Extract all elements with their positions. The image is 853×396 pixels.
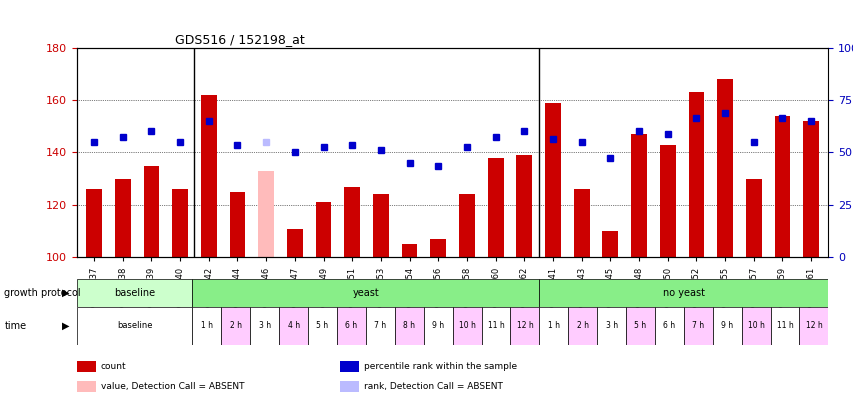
- Text: ▶: ▶: [61, 288, 69, 298]
- Bar: [86, 189, 102, 257]
- Text: 2 h: 2 h: [229, 321, 241, 330]
- Bar: [539, 307, 567, 345]
- Bar: [712, 307, 740, 345]
- Text: 7 h: 7 h: [692, 321, 704, 330]
- Text: growth protocol: growth protocol: [4, 288, 81, 298]
- Bar: [717, 79, 732, 257]
- Bar: [316, 202, 331, 257]
- Bar: [769, 307, 798, 345]
- Text: count: count: [101, 362, 126, 371]
- Text: 9 h: 9 h: [432, 321, 444, 330]
- Bar: [452, 307, 481, 345]
- Text: 2 h: 2 h: [576, 321, 588, 330]
- Bar: [77, 361, 96, 372]
- Text: 1 h: 1 h: [547, 321, 559, 330]
- Bar: [115, 179, 131, 257]
- Bar: [430, 239, 445, 257]
- Bar: [803, 121, 818, 257]
- Bar: [401, 244, 417, 257]
- Bar: [423, 307, 452, 345]
- Bar: [740, 307, 769, 345]
- Bar: [229, 192, 245, 257]
- Bar: [250, 307, 279, 345]
- Bar: [279, 307, 308, 345]
- Text: 8 h: 8 h: [403, 321, 415, 330]
- Text: GDS516 / 152198_at: GDS516 / 152198_at: [174, 33, 304, 46]
- Text: value, Detection Call = ABSENT: value, Detection Call = ABSENT: [101, 382, 244, 391]
- Bar: [77, 307, 192, 345]
- Bar: [459, 194, 474, 257]
- Text: 9 h: 9 h: [720, 321, 733, 330]
- Bar: [601, 231, 618, 257]
- Bar: [487, 158, 503, 257]
- Text: 7 h: 7 h: [374, 321, 386, 330]
- Text: ▶: ▶: [61, 320, 69, 331]
- Bar: [287, 228, 303, 257]
- Text: 4 h: 4 h: [287, 321, 299, 330]
- Bar: [192, 307, 221, 345]
- Bar: [373, 194, 388, 257]
- Bar: [339, 361, 358, 372]
- Text: 12 h: 12 h: [804, 321, 821, 330]
- Text: 5 h: 5 h: [634, 321, 646, 330]
- Bar: [544, 103, 560, 257]
- Text: 6 h: 6 h: [345, 321, 357, 330]
- Bar: [630, 134, 647, 257]
- Bar: [77, 279, 192, 307]
- Text: 6 h: 6 h: [663, 321, 675, 330]
- Bar: [573, 189, 589, 257]
- Text: 1 h: 1 h: [200, 321, 212, 330]
- Text: baseline: baseline: [114, 288, 155, 298]
- Text: percentile rank within the sample: percentile rank within the sample: [363, 362, 516, 371]
- Bar: [143, 166, 160, 257]
- Bar: [339, 381, 358, 392]
- Bar: [659, 145, 675, 257]
- Bar: [539, 279, 827, 307]
- Bar: [365, 307, 394, 345]
- Text: no yeast: no yeast: [662, 288, 704, 298]
- Text: 10 h: 10 h: [458, 321, 475, 330]
- Text: 5 h: 5 h: [316, 321, 328, 330]
- Text: baseline: baseline: [117, 321, 152, 330]
- Bar: [774, 116, 789, 257]
- Bar: [172, 189, 188, 257]
- Text: rank, Detection Call = ABSENT: rank, Detection Call = ABSENT: [363, 382, 502, 391]
- Text: 11 h: 11 h: [775, 321, 792, 330]
- Text: 3 h: 3 h: [258, 321, 270, 330]
- Bar: [481, 307, 510, 345]
- Bar: [200, 95, 217, 257]
- Bar: [683, 307, 712, 345]
- Bar: [688, 92, 704, 257]
- Bar: [510, 307, 539, 345]
- Bar: [221, 307, 250, 345]
- Bar: [625, 307, 654, 345]
- Text: yeast: yeast: [352, 288, 379, 298]
- Text: 12 h: 12 h: [516, 321, 532, 330]
- Text: 11 h: 11 h: [487, 321, 504, 330]
- Bar: [337, 307, 365, 345]
- Bar: [258, 171, 274, 257]
- Text: 3 h: 3 h: [605, 321, 617, 330]
- Bar: [394, 307, 423, 345]
- Bar: [192, 279, 539, 307]
- Bar: [596, 307, 625, 345]
- Bar: [654, 307, 683, 345]
- Bar: [567, 307, 596, 345]
- Bar: [344, 187, 360, 257]
- Bar: [308, 307, 337, 345]
- Bar: [77, 381, 96, 392]
- Text: time: time: [4, 320, 26, 331]
- Bar: [798, 307, 827, 345]
- Bar: [516, 155, 531, 257]
- Bar: [745, 179, 761, 257]
- Text: 10 h: 10 h: [747, 321, 763, 330]
